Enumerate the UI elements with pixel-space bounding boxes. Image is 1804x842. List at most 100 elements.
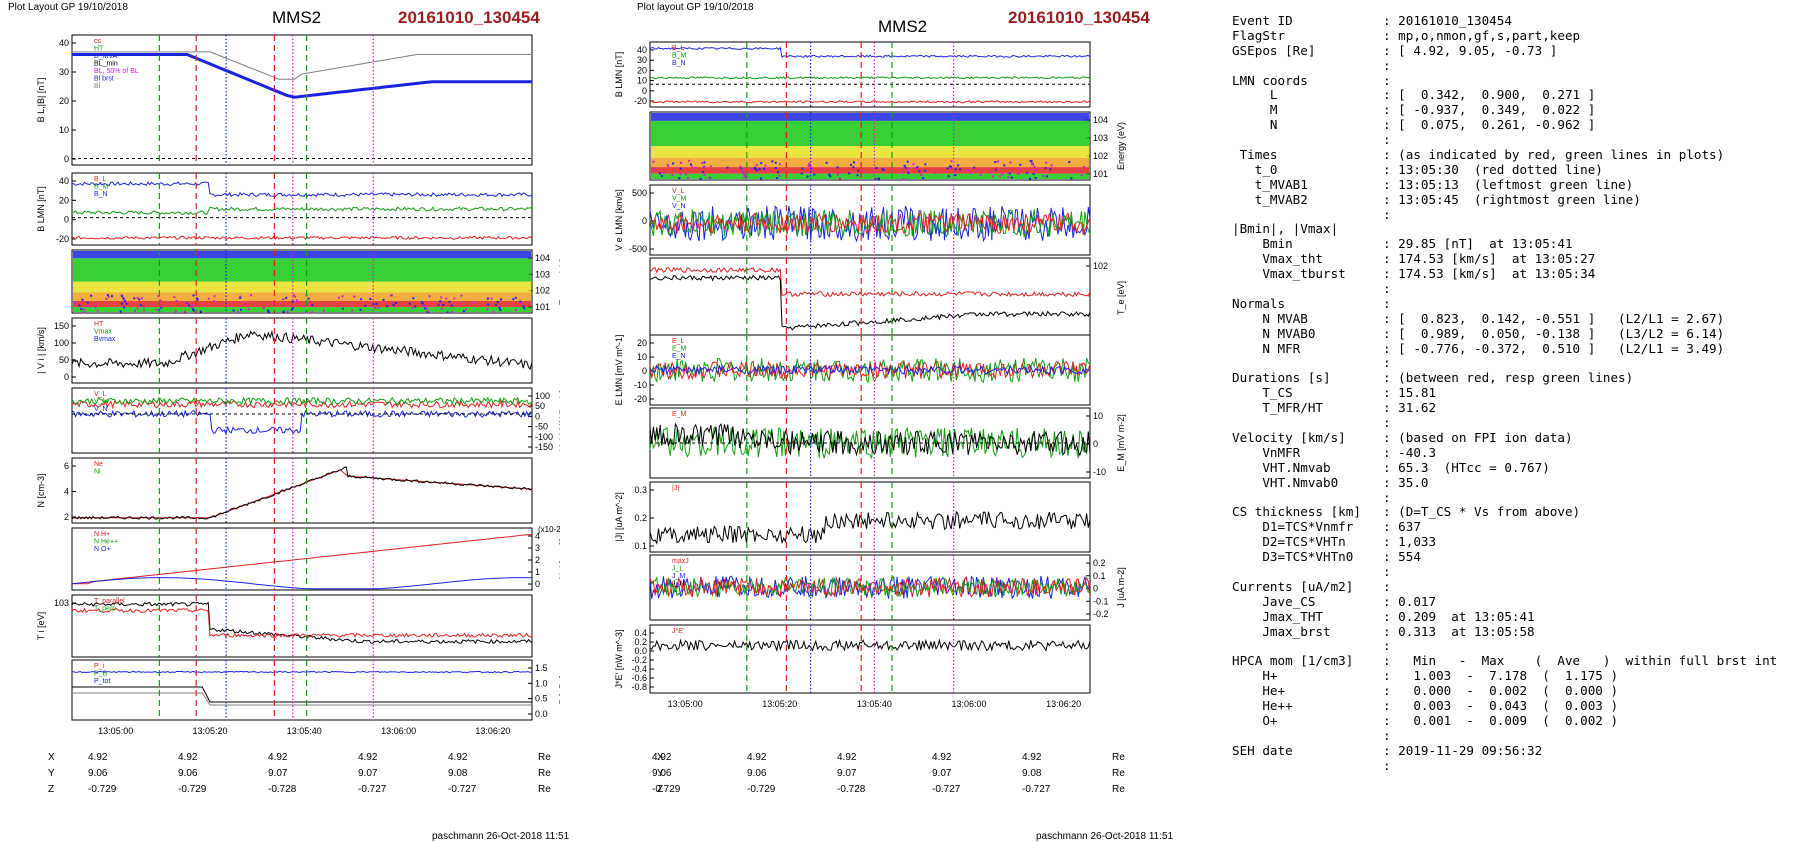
spectrogram-pixel bbox=[192, 309, 195, 312]
spectrogram-pixel bbox=[369, 298, 372, 301]
spectrogram-pixel bbox=[160, 306, 163, 309]
data-series-line bbox=[649, 76, 1091, 80]
tick-label: 1.5 bbox=[535, 663, 548, 673]
info-key: He+ bbox=[1232, 683, 1286, 699]
spectrogram-pixel bbox=[123, 306, 126, 309]
data-series-line bbox=[649, 360, 1091, 381]
spectrogram-pixel bbox=[421, 302, 424, 305]
time-tick-label: 13:05:00 bbox=[668, 699, 703, 709]
info-row: : bbox=[1232, 728, 1777, 744]
info-value: : bbox=[1383, 295, 1391, 311]
data-series-line bbox=[72, 692, 532, 706]
spectrogram-pixel bbox=[107, 296, 110, 299]
info-key: D2=TCS*VHTn bbox=[1232, 534, 1346, 550]
info-row: FlagStr: mp,o,nmon,gf,s,part,keep bbox=[1232, 28, 1777, 44]
legend-entry: J*E' bbox=[672, 628, 684, 635]
info-value: : 0.209 at 13:05:41 bbox=[1383, 608, 1535, 624]
position-value: 4.92 bbox=[1022, 752, 1042, 763]
spectrogram-pixel bbox=[498, 307, 501, 310]
position-value: -0.727 bbox=[358, 784, 387, 795]
spectrogram-pixel bbox=[653, 168, 656, 171]
info-key: HPCA mom [1/cm3] bbox=[1232, 653, 1354, 669]
info-row: Currents [uA/m2]: bbox=[1232, 579, 1777, 595]
info-row: D3=TCS*VHTn0: 554 bbox=[1232, 549, 1777, 565]
info-value: : bbox=[1383, 757, 1391, 773]
legend-entry: Ne bbox=[94, 461, 103, 468]
spectrogram-band bbox=[651, 167, 1089, 174]
tick-label: 100 bbox=[535, 391, 550, 401]
time-tick-label: 13:06:00 bbox=[951, 699, 986, 709]
spectrogram-pixel bbox=[81, 298, 84, 301]
spectrogram-pixel bbox=[666, 163, 669, 166]
position-value: -0.728 bbox=[837, 784, 866, 795]
y-axis-label-right: P [nPa] bbox=[558, 675, 560, 704]
tick-label: 0.5 bbox=[535, 694, 548, 704]
spectrogram-pixel bbox=[492, 310, 495, 313]
spectrogram-pixel bbox=[374, 306, 377, 309]
spectrogram-pixel bbox=[74, 301, 77, 304]
spectrogram-pixel bbox=[950, 160, 953, 163]
info-key: VHT.Nmvab0 bbox=[1232, 474, 1339, 490]
tick-label: -20 bbox=[56, 234, 69, 244]
data-series-line bbox=[649, 266, 1091, 298]
info-row: VnMFR: -40.3 bbox=[1232, 445, 1777, 461]
spectrogram-pixel bbox=[755, 169, 758, 172]
info-value: : (based on FPI ion data) bbox=[1383, 429, 1573, 445]
plot-panel: 0.40.20.0-0.2-0.4-0.6-0.8 J*E' [nW m^-3] J… bbox=[614, 624, 1091, 694]
left-event-label: 20161010_130454 bbox=[398, 8, 540, 27]
spectrogram-pixel bbox=[947, 175, 950, 178]
spectrogram-pixel bbox=[78, 304, 81, 307]
info-row: Vmax_tht: 174.53 [km/s] at 13:05:27 bbox=[1232, 251, 1777, 267]
info-key: SEH date bbox=[1232, 742, 1293, 758]
spectrogram-pixel bbox=[440, 296, 443, 299]
spectrogram-pixel bbox=[687, 159, 690, 162]
info-value: : bbox=[1383, 206, 1391, 222]
info-value: : Min - Max ( Ave ) within full brst int bbox=[1383, 653, 1778, 669]
data-series-line bbox=[71, 235, 533, 240]
info-key: t_MVAB1 bbox=[1232, 176, 1308, 192]
position-value: 9.07 bbox=[358, 768, 378, 779]
tick-label: -10 bbox=[1093, 467, 1106, 477]
tick-label: 500 bbox=[632, 188, 647, 198]
spectrogram-pixel bbox=[994, 161, 997, 164]
spectrogram-pixel bbox=[1017, 167, 1020, 170]
spectrogram-pixel bbox=[914, 167, 917, 170]
spectrogram-pixel bbox=[451, 311, 454, 314]
legend-entry: J_M bbox=[672, 573, 685, 580]
tick-label: -500 bbox=[629, 244, 647, 254]
spectrogram-pixel bbox=[173, 296, 176, 299]
spectrogram-pixel bbox=[690, 165, 693, 168]
data-series-line bbox=[71, 206, 533, 216]
plot-panel: 40 30 20 10 0 B L,|B| [nT] csHTB_MVABL_minBL, … bbox=[36, 34, 533, 166]
spectrogram-pixel bbox=[662, 171, 665, 174]
spectrogram-pixel bbox=[106, 294, 109, 297]
spectrogram-pixel bbox=[766, 168, 769, 171]
spectrogram-pixel bbox=[976, 168, 979, 171]
legend-entry: Bvmax bbox=[94, 336, 116, 343]
data-series-line bbox=[649, 100, 1091, 104]
spectrogram-pixel bbox=[743, 173, 746, 176]
position-unit: Re bbox=[538, 784, 551, 795]
plot-panel: 1.5 1.0 0.5 0.0 P [nPa] P_iP_BP_tot bbox=[71, 659, 560, 721]
info-key: H+ bbox=[1232, 668, 1278, 684]
left-subtitle: Plot Layout GP 19/10/2018 bbox=[8, 2, 128, 13]
spectrogram-pixel bbox=[157, 295, 160, 298]
spectrogram-pixel bbox=[125, 302, 128, 305]
info-value: : 2019-11-29 09:56:32 bbox=[1383, 742, 1543, 758]
position-unit: Re bbox=[538, 752, 551, 763]
spectrogram-pixel bbox=[232, 309, 235, 312]
spectrogram-pixel bbox=[903, 164, 906, 167]
y-axis-label: E LMN [mV m^-1] bbox=[614, 335, 624, 406]
data-series-line bbox=[649, 576, 1091, 598]
info-value: : [ 0.075, 0.261, -0.962 ] bbox=[1383, 117, 1596, 133]
spectrogram-pixel bbox=[996, 160, 999, 163]
spectrogram-pixel bbox=[422, 304, 425, 307]
spectrogram-pixel bbox=[912, 163, 915, 166]
position-value: -0.729 bbox=[88, 784, 117, 795]
position-value: 4.92 bbox=[88, 752, 108, 763]
tick-label: 4 bbox=[64, 487, 69, 497]
info-value: : 1,033 bbox=[1383, 534, 1437, 550]
spectrogram-pixel bbox=[1044, 167, 1047, 170]
spectrogram-band bbox=[73, 301, 531, 308]
